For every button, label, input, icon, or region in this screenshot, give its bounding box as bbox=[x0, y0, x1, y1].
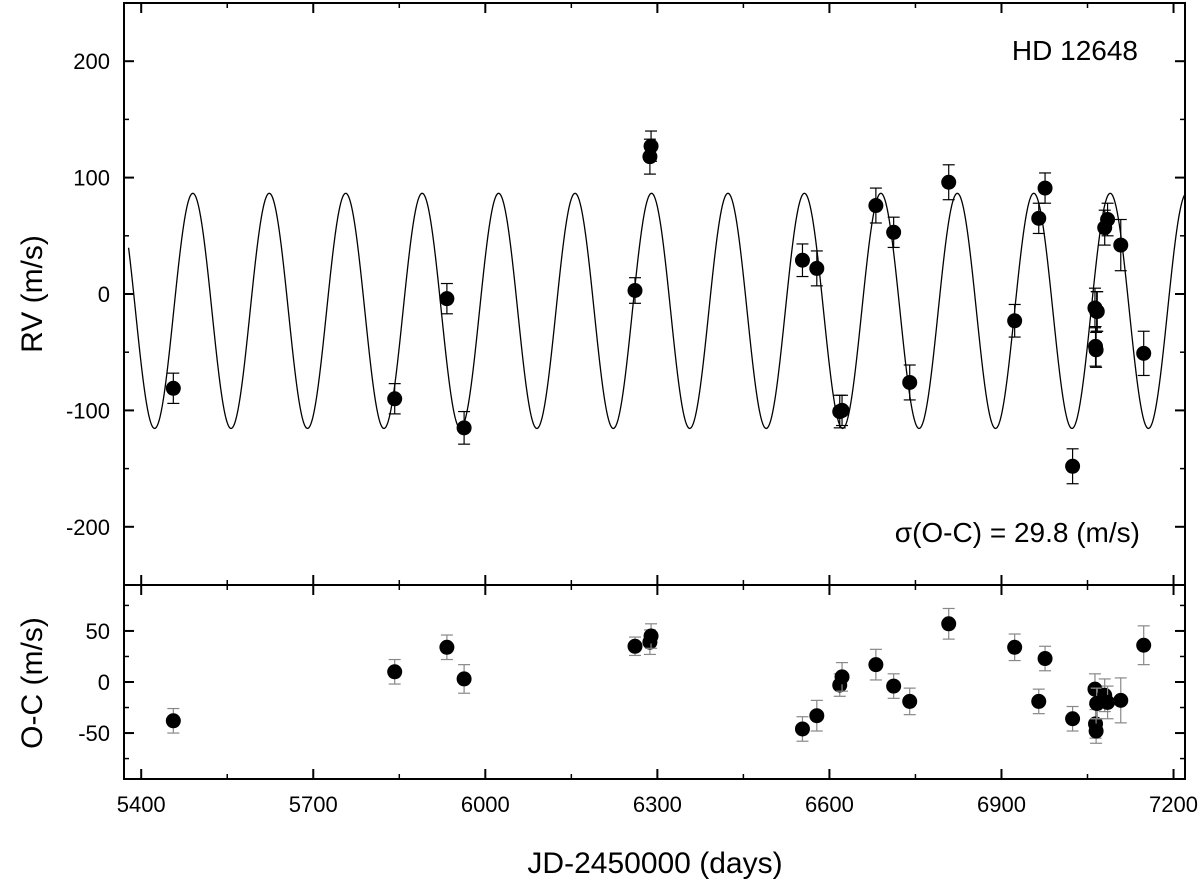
rv-data-point bbox=[456, 420, 472, 436]
bottom-y-tick-label: 0 bbox=[98, 670, 110, 695]
rv-data-point bbox=[1007, 313, 1023, 329]
oc-data-point bbox=[1037, 651, 1053, 667]
rv-data-point bbox=[794, 252, 810, 268]
rv-fit-curve bbox=[127, 192, 1185, 430]
oc-data-point bbox=[809, 708, 825, 724]
x-axis-title: JD-2450000 (days) bbox=[527, 847, 782, 880]
top-y-tick-label: -200 bbox=[66, 515, 110, 540]
top-y-tick-label: -100 bbox=[66, 398, 110, 423]
oc-data-point bbox=[886, 678, 902, 694]
oc-data-point bbox=[627, 638, 643, 654]
bottom-y-tick-label: 50 bbox=[86, 619, 110, 644]
rv-data-point bbox=[902, 374, 918, 390]
rv-data-point bbox=[643, 138, 659, 154]
rv-data-point bbox=[1037, 180, 1053, 196]
x-tick-label: 7200 bbox=[1149, 792, 1198, 817]
rv-data-point bbox=[1031, 210, 1047, 226]
top-y-tick-label: 0 bbox=[98, 282, 110, 307]
rv-data-point bbox=[868, 198, 884, 214]
x-tick-label: 6600 bbox=[805, 792, 854, 817]
x-tick-label: 5700 bbox=[289, 792, 338, 817]
oc-data-point bbox=[643, 628, 659, 644]
bottom-panel-frame bbox=[123, 584, 1186, 780]
oc-data-point bbox=[868, 657, 884, 673]
oc-data-point bbox=[1065, 711, 1081, 727]
oc-data-point bbox=[1100, 694, 1116, 710]
rv-data-point bbox=[627, 283, 643, 299]
oc-data-point bbox=[439, 639, 455, 655]
bottom-y-axis-title: O-C (m/s) bbox=[16, 617, 49, 749]
x-tick-label: 5400 bbox=[117, 792, 166, 817]
top-y-axis-title: RV (m/s) bbox=[16, 235, 49, 353]
bottom-plot-layer: -50 0 50 5400 5700 6000 6300 6600 6900 7200 bbox=[78, 585, 1198, 817]
oc-data-point bbox=[387, 664, 403, 680]
rv-data-point bbox=[1100, 212, 1116, 228]
bottom-y-tick-label: -50 bbox=[78, 721, 110, 746]
oc-data-point bbox=[1088, 723, 1104, 739]
oc-data-point bbox=[1031, 693, 1047, 709]
rv-data-point bbox=[1136, 345, 1152, 361]
oc-data-point bbox=[456, 671, 472, 687]
rv-data-point bbox=[387, 391, 403, 407]
oc-data-point bbox=[794, 721, 810, 737]
oc-data-point bbox=[1113, 692, 1129, 708]
oc-data-point bbox=[1007, 639, 1023, 655]
oc-data-point bbox=[941, 616, 957, 632]
sigma-oc-label: σ(O-C) = 29.8 (m/s) bbox=[895, 517, 1140, 548]
rv-data-point bbox=[886, 224, 902, 240]
rv-data-point bbox=[1089, 303, 1105, 319]
rv-data-point bbox=[809, 260, 825, 276]
x-tick-label: 6000 bbox=[461, 792, 510, 817]
top-y-tick-label: 100 bbox=[73, 166, 110, 191]
rv-data-point bbox=[1113, 237, 1129, 253]
top-panel-frame bbox=[123, 2, 1186, 586]
top-y-tick-label: 200 bbox=[73, 49, 110, 74]
oc-data-point bbox=[834, 669, 850, 685]
rv-data-point bbox=[1065, 458, 1081, 474]
rv-data-point bbox=[1088, 342, 1104, 358]
oc-data-point bbox=[1136, 637, 1152, 653]
x-tick-label: 6300 bbox=[633, 792, 682, 817]
star-name-label: HD 12648 bbox=[1012, 35, 1138, 66]
oc-data-point bbox=[165, 713, 181, 729]
rv-data-point bbox=[941, 174, 957, 190]
rv-data-point bbox=[439, 291, 455, 307]
oc-data-point bbox=[902, 693, 918, 709]
x-tick-label: 6900 bbox=[977, 792, 1026, 817]
rv-data-point bbox=[834, 402, 850, 418]
top-plot-layer: -200 -100 0 100 200 bbox=[66, 2, 1185, 586]
rv-data-point bbox=[165, 380, 181, 396]
